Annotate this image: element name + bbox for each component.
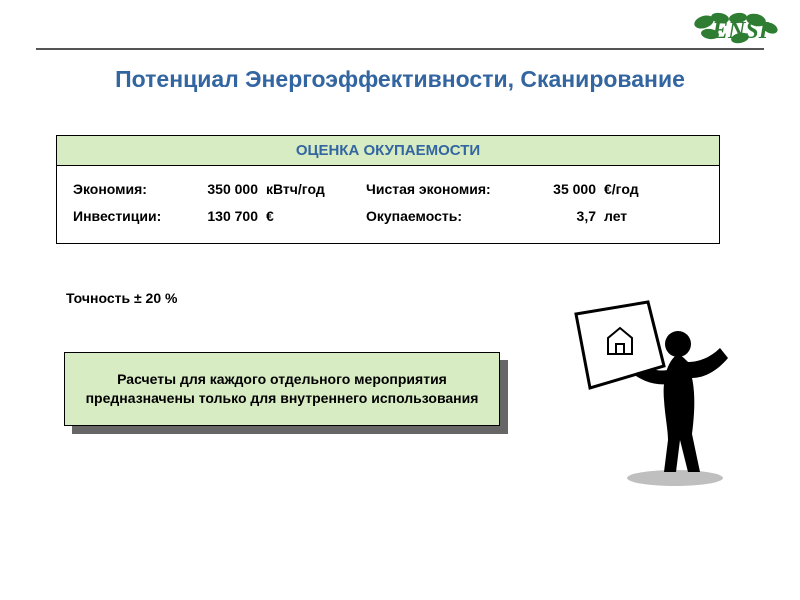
note-text: Расчеты для каждого отдельного мероприят…: [79, 370, 485, 408]
logo: ENSI: [690, 8, 780, 48]
figure-illustration: [560, 300, 750, 490]
divider-rule: [36, 48, 764, 50]
net-savings-value: 35 000: [526, 176, 596, 203]
note-box: Расчеты для каждого отдельного мероприят…: [64, 352, 500, 426]
accuracy-note: Точность ± 20 %: [66, 290, 177, 306]
net-savings-unit: €/год: [596, 176, 664, 203]
payback-label: Окупаемость:: [346, 203, 526, 230]
savings-value: 350 000: [188, 176, 258, 203]
investment-label: Инвестиции:: [73, 203, 188, 230]
payback-body: Экономия: 350 000 кВтч/год Чистая эконом…: [57, 166, 719, 243]
logo-text: ENSI: [711, 18, 770, 44]
payback-table: ОЦЕНКА ОКУПАЕМОСТИ Экономия: 350 000 кВт…: [56, 135, 720, 244]
page-title: Потенциал Энергоэффективности, Сканирова…: [0, 66, 800, 93]
table-row: Экономия: 350 000 кВтч/год Чистая эконом…: [73, 176, 703, 203]
savings-label: Экономия:: [73, 176, 188, 203]
payback-value: 3,7: [526, 203, 596, 230]
savings-unit: кВтч/год: [258, 176, 346, 203]
payback-unit: лет: [596, 203, 664, 230]
payback-header: ОЦЕНКА ОКУПАЕМОСТИ: [57, 136, 719, 166]
investment-value: 130 700: [188, 203, 258, 230]
table-row: Инвестиции: 130 700 € Окупаемость: 3,7 л…: [73, 203, 703, 230]
investment-unit: €: [258, 203, 346, 230]
net-savings-label: Чистая экономия:: [346, 176, 526, 203]
